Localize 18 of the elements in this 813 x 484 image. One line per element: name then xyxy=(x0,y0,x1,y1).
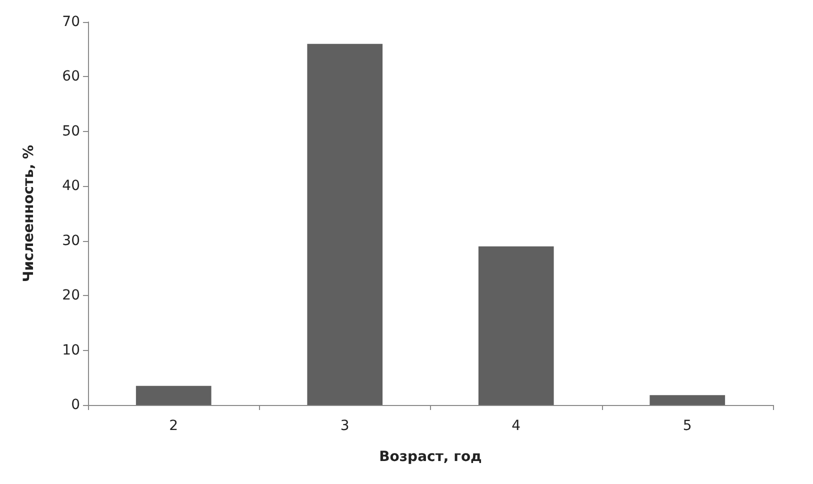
y-tick-label: 40 xyxy=(62,178,80,194)
y-tick-label: 30 xyxy=(62,232,80,249)
y-tick-label: 50 xyxy=(62,123,80,140)
bar xyxy=(478,246,554,405)
bar xyxy=(136,386,212,405)
x-tick-label: 5 xyxy=(682,418,692,434)
bar xyxy=(307,44,383,405)
x-tick-label: 2 xyxy=(169,418,178,434)
y-tick-label: 10 xyxy=(62,342,80,358)
y-tick-label: 60 xyxy=(62,68,80,85)
bar xyxy=(650,395,726,405)
x-tick-label: 3 xyxy=(340,418,350,434)
y-tick-label: 70 xyxy=(62,14,80,30)
x-axis-title: Возраст, год xyxy=(379,449,482,465)
y-axis-title: Числеенность, % xyxy=(21,144,37,282)
y-tick-label: 0 xyxy=(71,397,80,413)
x-tick-label: 4 xyxy=(512,418,521,434)
y-tick-label: 20 xyxy=(62,288,80,304)
